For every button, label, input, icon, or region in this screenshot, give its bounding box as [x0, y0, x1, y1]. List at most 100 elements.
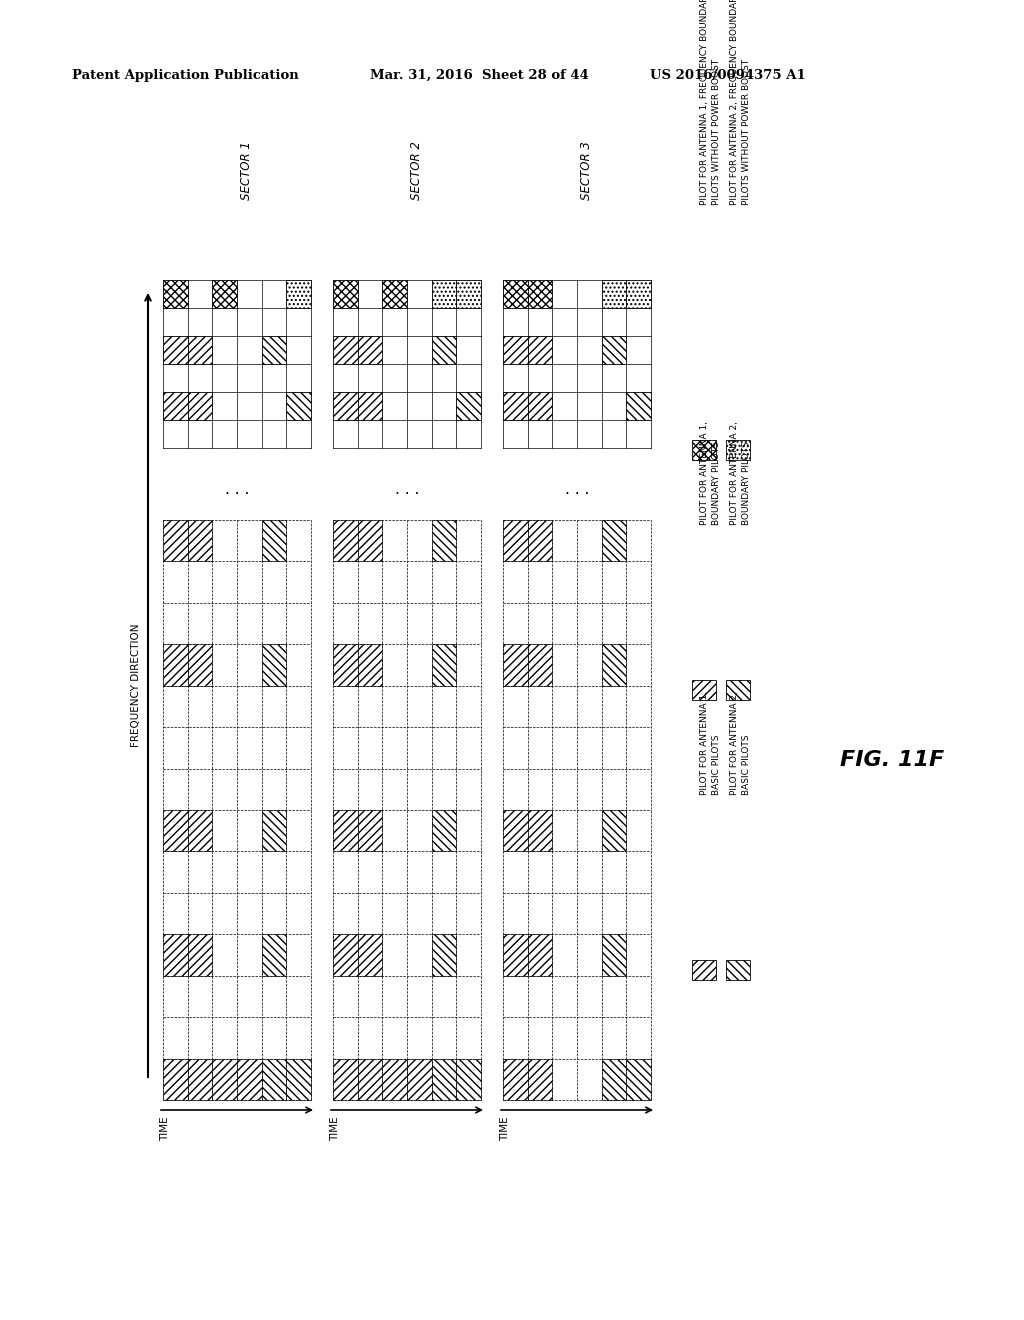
Bar: [357, 935, 382, 975]
Bar: [237, 1059, 262, 1100]
Text: FIG. 11F: FIG. 11F: [840, 750, 944, 770]
Bar: [602, 337, 627, 364]
Bar: [503, 392, 527, 420]
Bar: [503, 337, 527, 364]
Bar: [163, 520, 311, 1100]
Bar: [692, 440, 716, 459]
Bar: [627, 392, 651, 420]
Text: Mar. 31, 2016  Sheet 28 of 44: Mar. 31, 2016 Sheet 28 of 44: [370, 69, 589, 82]
Bar: [163, 280, 187, 308]
Bar: [432, 520, 457, 561]
Bar: [602, 520, 627, 561]
Bar: [287, 280, 311, 308]
Bar: [627, 280, 651, 308]
Bar: [187, 644, 212, 685]
Text: US 2016/0094375 A1: US 2016/0094375 A1: [650, 69, 806, 82]
Bar: [382, 1059, 407, 1100]
Bar: [527, 337, 552, 364]
Text: FREQUENCY DIRECTION: FREQUENCY DIRECTION: [131, 623, 141, 747]
Bar: [287, 392, 311, 420]
Bar: [333, 935, 357, 975]
Bar: [333, 520, 357, 561]
Bar: [333, 810, 357, 851]
Bar: [333, 280, 481, 447]
Bar: [602, 935, 627, 975]
Bar: [527, 935, 552, 975]
Bar: [357, 392, 382, 420]
Bar: [333, 392, 357, 420]
Text: BOUNDARY PILOTS: BOUNDARY PILOTS: [712, 441, 721, 525]
Bar: [432, 810, 457, 851]
Bar: [333, 1059, 357, 1100]
Bar: [432, 337, 457, 364]
Bar: [407, 1059, 432, 1100]
Bar: [163, 392, 187, 420]
Bar: [527, 810, 552, 851]
Bar: [527, 1059, 552, 1100]
Text: PILOT FOR ANTENNA 1, FREQUENCY BOUNDARY: PILOT FOR ANTENNA 1, FREQUENCY BOUNDARY: [700, 0, 709, 205]
Text: PILOT FOR ANTENNA 2,: PILOT FOR ANTENNA 2,: [730, 421, 739, 525]
Text: TIME: TIME: [330, 1115, 340, 1140]
Bar: [163, 935, 187, 975]
Bar: [602, 644, 627, 685]
Bar: [187, 1059, 212, 1100]
Text: PILOT FOR ANTENNA 1,: PILOT FOR ANTENNA 1,: [700, 421, 709, 525]
Text: TIME: TIME: [160, 1115, 170, 1140]
Bar: [692, 960, 716, 979]
Bar: [163, 337, 187, 364]
Bar: [262, 810, 287, 851]
Bar: [163, 520, 187, 561]
Bar: [432, 1059, 457, 1100]
Bar: [187, 392, 212, 420]
Bar: [382, 280, 407, 308]
Bar: [187, 810, 212, 851]
Text: SECTOR 1: SECTOR 1: [241, 141, 254, 201]
Text: TIME: TIME: [500, 1115, 510, 1140]
Bar: [527, 392, 552, 420]
Bar: [333, 644, 357, 685]
Bar: [627, 1059, 651, 1100]
Bar: [432, 280, 457, 308]
Bar: [457, 280, 481, 308]
Bar: [503, 280, 527, 308]
Text: Patent Application Publication: Patent Application Publication: [72, 69, 299, 82]
Text: PILOT FOR ANTENNA 2, FREQUENCY BOUNDARY: PILOT FOR ANTENNA 2, FREQUENCY BOUNDARY: [730, 0, 739, 205]
Bar: [333, 520, 481, 1100]
Bar: [503, 520, 651, 1100]
Text: PILOT FOR ANTENNA 2,: PILOT FOR ANTENNA 2,: [730, 692, 739, 795]
Bar: [357, 810, 382, 851]
Text: . . .: . . .: [225, 483, 249, 498]
Bar: [726, 440, 750, 459]
Bar: [602, 280, 627, 308]
Bar: [503, 810, 527, 851]
Bar: [726, 680, 750, 700]
Text: PILOTS WITHOUT POWER BOOST: PILOTS WITHOUT POWER BOOST: [712, 59, 721, 205]
Bar: [503, 935, 527, 975]
Bar: [432, 644, 457, 685]
Text: SECTOR 3: SECTOR 3: [581, 141, 594, 201]
Text: BOUNDARY PILOTS: BOUNDARY PILOTS: [742, 441, 751, 525]
Bar: [503, 1059, 527, 1100]
Text: PILOTS WITHOUT POWER BOOST: PILOTS WITHOUT POWER BOOST: [742, 59, 751, 205]
Bar: [503, 644, 527, 685]
Bar: [262, 935, 287, 975]
Bar: [602, 1059, 627, 1100]
Bar: [503, 280, 651, 447]
Text: BASIC PILOTS: BASIC PILOTS: [712, 734, 721, 795]
Bar: [726, 960, 750, 979]
Text: PILOT FOR ANTENNA 1,: PILOT FOR ANTENNA 1,: [700, 690, 709, 795]
Bar: [163, 280, 311, 447]
Bar: [457, 392, 481, 420]
Bar: [187, 337, 212, 364]
Bar: [692, 680, 716, 700]
Text: SECTOR 2: SECTOR 2: [411, 141, 424, 201]
Bar: [262, 1059, 287, 1100]
Bar: [527, 644, 552, 685]
Bar: [262, 520, 287, 561]
Bar: [457, 1059, 481, 1100]
Bar: [432, 935, 457, 975]
Bar: [357, 520, 382, 561]
Bar: [212, 1059, 237, 1100]
Bar: [357, 1059, 382, 1100]
Bar: [163, 810, 187, 851]
